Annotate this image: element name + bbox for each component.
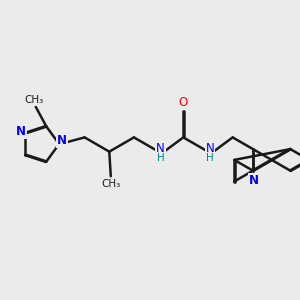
Text: N: N: [249, 174, 259, 187]
Text: H: H: [157, 153, 165, 163]
Text: O: O: [179, 96, 188, 109]
Text: N: N: [57, 134, 67, 148]
Text: N: N: [206, 142, 214, 154]
Text: CH₃: CH₃: [25, 95, 44, 105]
Text: N: N: [156, 142, 165, 154]
Text: H: H: [206, 153, 214, 163]
Text: CH₃: CH₃: [101, 179, 120, 189]
Text: N: N: [16, 125, 26, 138]
